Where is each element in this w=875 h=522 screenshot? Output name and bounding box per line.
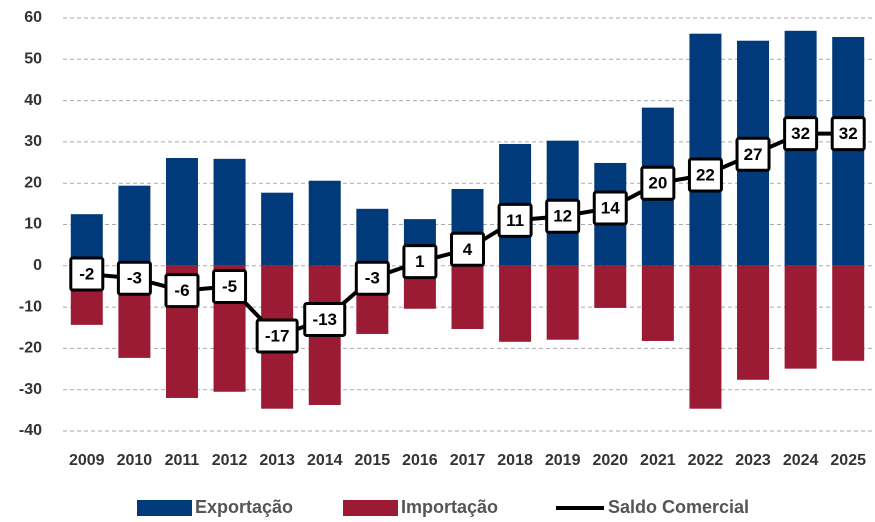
x-tick-label: 2020 <box>592 452 628 469</box>
data-label-box <box>735 136 771 172</box>
data-label-box <box>164 273 200 309</box>
bar <box>689 265 722 409</box>
data-label-box <box>450 231 485 267</box>
bar <box>165 158 198 266</box>
x-tick-label: 2011 <box>165 452 200 469</box>
legend-label: Importação <box>401 497 498 517</box>
data-label-box <box>303 301 347 337</box>
x-tick-label: 2015 <box>355 452 391 469</box>
data-label: -6 <box>174 281 189 300</box>
data-label: 27 <box>744 145 763 164</box>
data-label: 20 <box>648 174 667 193</box>
bar <box>832 265 865 361</box>
y-tick-label: 0 <box>33 257 42 274</box>
y-tick-label: -20 <box>19 340 42 357</box>
y-tick-label: 30 <box>24 133 42 150</box>
data-label-box <box>402 244 438 280</box>
data-label-box <box>212 268 248 304</box>
data-label: 32 <box>791 124 810 143</box>
y-tick-label: 40 <box>24 92 42 109</box>
data-label-box <box>687 157 723 193</box>
bar <box>641 265 674 341</box>
data-label-box <box>116 260 152 296</box>
data-label: 14 <box>601 198 620 217</box>
data-label: 32 <box>839 124 858 143</box>
x-tick-label: 2018 <box>497 452 533 469</box>
bar <box>784 265 817 369</box>
data-label-box <box>640 165 676 201</box>
data-label: 1 <box>415 252 424 271</box>
bar <box>499 265 532 342</box>
legend-label: Saldo Comercial <box>608 497 749 517</box>
y-tick-label: -10 <box>19 298 42 315</box>
x-tick-label: 2019 <box>545 452 581 469</box>
bar <box>356 208 389 266</box>
legend-swatch <box>343 500 398 516</box>
data-label: -3 <box>127 269 142 288</box>
x-tick-label: 2013 <box>259 452 295 469</box>
data-label: 11 <box>506 211 524 230</box>
x-tick-label: 2010 <box>117 452 153 469</box>
bar <box>451 265 484 329</box>
bar <box>118 185 151 266</box>
data-label: -17 <box>265 326 290 345</box>
x-tick-label: 2017 <box>450 452 486 469</box>
data-label: -5 <box>222 277 237 296</box>
bar <box>594 265 627 308</box>
bar <box>308 180 341 266</box>
y-tick-label: 10 <box>24 216 42 233</box>
y-tick-label: 20 <box>24 174 42 191</box>
bar <box>737 265 770 380</box>
bar <box>213 158 246 266</box>
data-label-box <box>255 318 299 354</box>
data-label: 22 <box>696 165 715 184</box>
data-label-box <box>69 256 105 292</box>
x-tick-label: 2025 <box>830 452 866 469</box>
data-label-box <box>592 190 628 226</box>
y-tick-label: 60 <box>24 9 42 26</box>
data-label: -2 <box>79 265 94 284</box>
y-tick-label: -40 <box>19 422 42 439</box>
data-label-box <box>354 260 390 296</box>
bar <box>689 33 722 266</box>
data-label: -3 <box>365 269 380 288</box>
x-tick-label: 2012 <box>212 452 248 469</box>
data-label-box <box>545 198 581 234</box>
data-label-box <box>783 116 819 152</box>
data-label-box <box>497 202 533 238</box>
data-label: -13 <box>312 310 337 329</box>
legend-swatch <box>137 500 192 516</box>
bar <box>832 36 865 266</box>
x-tick-label: 2009 <box>69 452 105 469</box>
bar <box>546 265 579 340</box>
data-label: 12 <box>553 207 572 226</box>
x-tick-label: 2022 <box>688 452 724 469</box>
data-label: 4 <box>463 240 473 259</box>
x-tick-label: 2014 <box>307 452 343 469</box>
data-label-box <box>830 116 866 152</box>
bar <box>261 192 294 266</box>
x-tick-label: 2023 <box>735 452 771 469</box>
y-tick-label: -30 <box>19 381 42 398</box>
y-tick-label: 50 <box>24 51 42 68</box>
x-tick-label: 2016 <box>402 452 438 469</box>
x-tick-label: 2024 <box>783 452 819 469</box>
x-tick-label: 2021 <box>640 452 676 469</box>
legend-label: Exportação <box>195 497 293 517</box>
